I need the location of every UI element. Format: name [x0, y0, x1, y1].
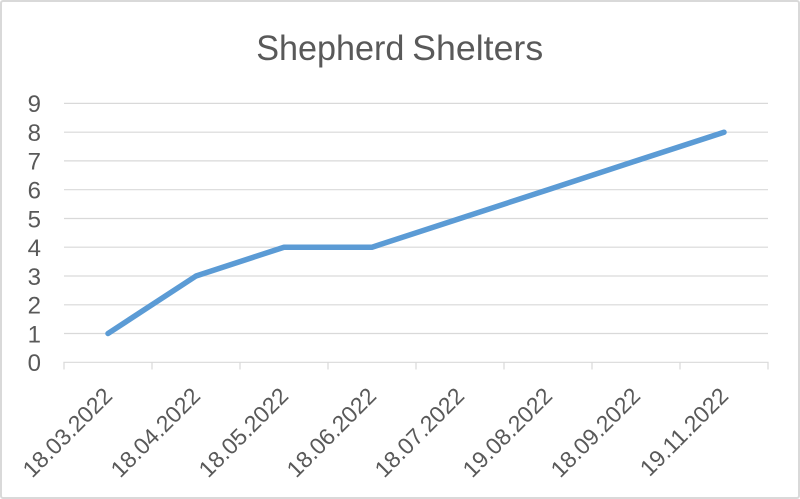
- svg-text:1: 1: [28, 321, 41, 348]
- svg-text:Shepherd: Shepherd: [256, 29, 404, 68]
- svg-text:4: 4: [28, 235, 41, 262]
- svg-text:8: 8: [28, 120, 41, 147]
- svg-text:7: 7: [28, 149, 41, 176]
- svg-text:0: 0: [28, 350, 41, 377]
- svg-text:3: 3: [28, 264, 41, 291]
- svg-text:9: 9: [28, 91, 41, 118]
- svg-text:Shelters: Shelters: [412, 29, 543, 68]
- svg-text:6: 6: [28, 178, 41, 205]
- svg-text:2: 2: [28, 293, 41, 320]
- svg-text:5: 5: [28, 206, 41, 233]
